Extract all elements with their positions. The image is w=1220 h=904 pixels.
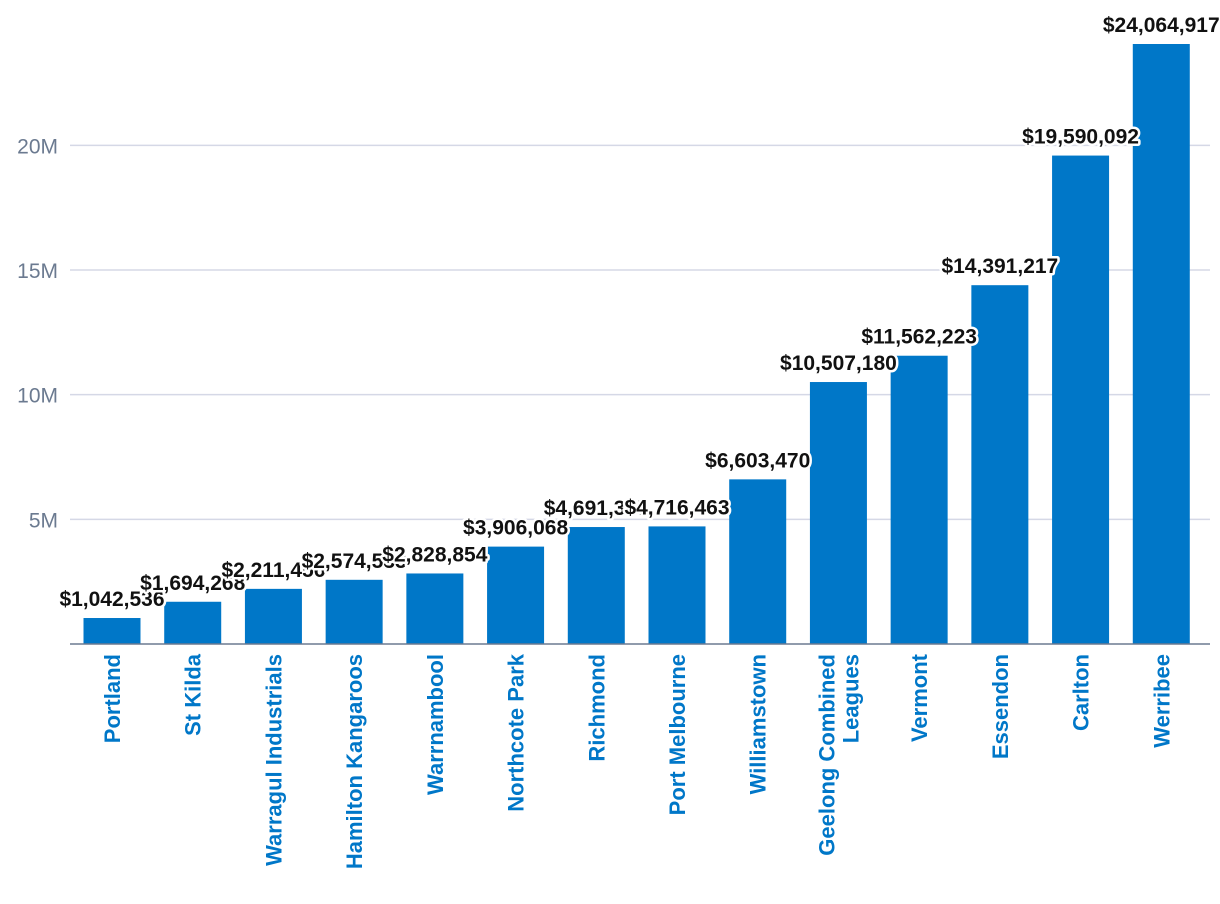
bar [406, 573, 464, 644]
y-tick-label: 15M [17, 260, 58, 283]
bar [1132, 44, 1190, 644]
bar [729, 479, 787, 644]
data-label: $14,391,217 [941, 255, 1058, 278]
x-category-label: Leagues [838, 654, 863, 743]
y-tick-label: 5M [29, 509, 58, 532]
data-label: $19,590,092 [1022, 126, 1139, 149]
data-label: $2,574,533 [302, 550, 407, 573]
x-category-label: Vermont [907, 653, 932, 742]
data-label: $4,716,463 [624, 496, 729, 519]
bar [487, 546, 545, 644]
x-category-label: Hamilton Kangaroos [342, 654, 367, 869]
data-label: $2,211,456 [221, 559, 325, 582]
x-category-label: Port Melbourne [665, 654, 690, 815]
gridlines [70, 144, 1210, 521]
bar [567, 527, 625, 644]
data-label: $1,042,536 [59, 588, 164, 611]
data-labels: $1,042,536$1,694,268$2,211,456$2,574,533… [57, 12, 1220, 614]
x-category-label: Warrnambool [423, 654, 448, 795]
bars [83, 44, 1190, 644]
y-tick-label: 20M [17, 135, 58, 158]
bar [971, 285, 1029, 644]
bar [83, 618, 141, 644]
data-label: $3,906,068 [463, 517, 568, 540]
data-label: $6,603,470 [705, 449, 810, 472]
bar [648, 526, 706, 644]
x-category-label: Werribee [1149, 654, 1174, 748]
x-category-label: St Kilda [181, 653, 206, 736]
bar [325, 579, 383, 644]
x-category-label: Northcote Park [504, 653, 529, 811]
data-label: $2,828,854 [382, 543, 487, 566]
x-category-label: Williamstown [746, 654, 771, 794]
data-label: $1,694,268 [140, 572, 245, 595]
x-category-label: Geelong Combined [814, 654, 839, 856]
x-category-label: Portland [100, 654, 125, 743]
data-label: $4,691,345 [544, 497, 649, 520]
x-category-label: Warragul Industrials [261, 654, 286, 866]
bar [890, 355, 948, 644]
data-label: $10,507,180 [780, 352, 897, 375]
x-category-label: Richmond [584, 654, 609, 762]
x-category-label: Essendon [988, 654, 1013, 759]
data-label: $11,562,223 [861, 326, 977, 349]
y-tick-label: 10M [17, 385, 58, 408]
data-label: $24,064,917 [1103, 14, 1220, 37]
bar [164, 601, 222, 644]
x-axis-category-labels: Portland St Kilda Warragul Industrials Hami… [100, 653, 1174, 869]
bar [244, 588, 302, 644]
bar [809, 382, 867, 644]
x-category-label: Carlton [1069, 654, 1094, 731]
bar [1052, 155, 1110, 644]
y-axis-ticks: 5M 10M 15M 20M [17, 135, 58, 532]
